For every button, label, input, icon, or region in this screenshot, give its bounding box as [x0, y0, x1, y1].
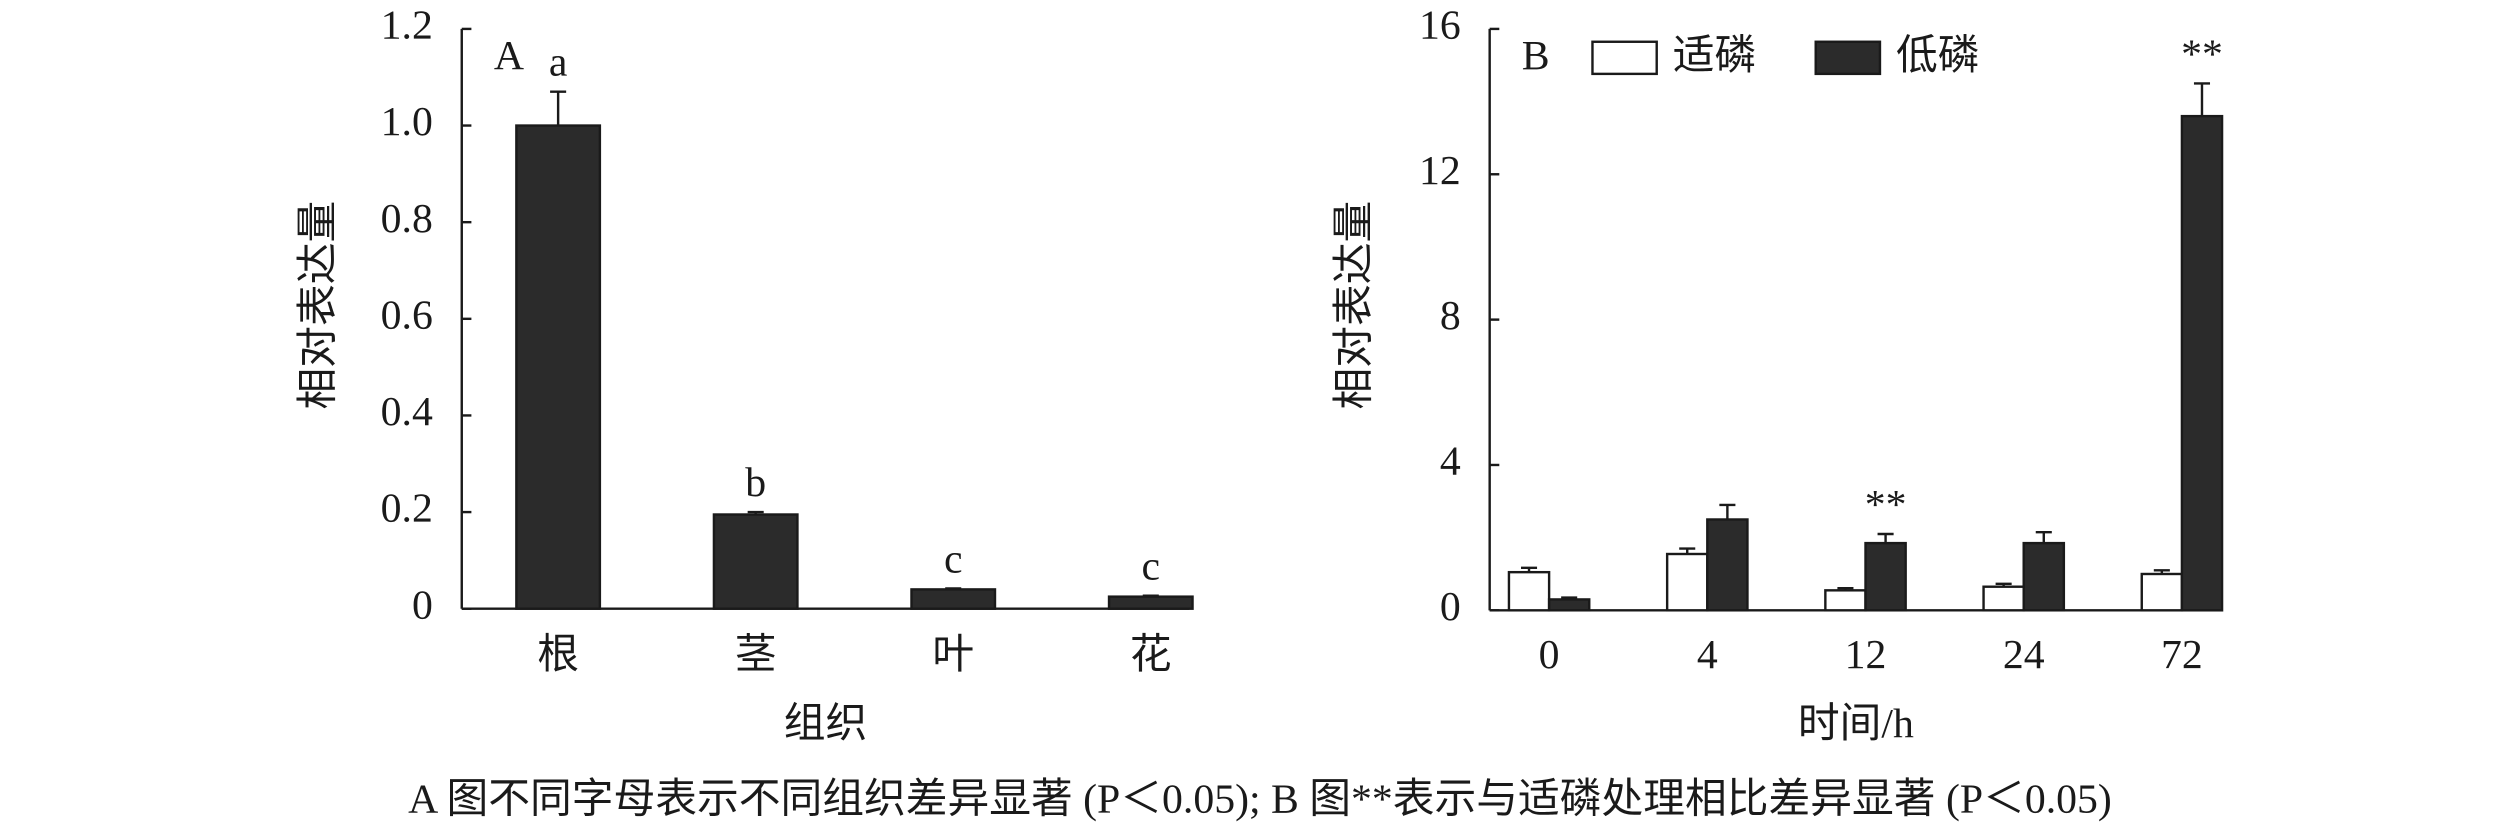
error-bar: [1837, 586, 1854, 591]
x-tick-label: 茎: [735, 632, 777, 678]
y-tick-label: 1.0: [381, 99, 433, 145]
significance-label: **: [2181, 31, 2223, 77]
bar: [1864, 541, 1907, 612]
x-axis-label: 组织: [784, 701, 868, 747]
error-bar: [1719, 503, 1736, 520]
bar: [1507, 570, 1551, 612]
x-tick-label: 72: [2161, 632, 2203, 678]
x-tick-label: 叶: [932, 632, 974, 678]
x-tick-label: 0: [1539, 632, 1560, 678]
x-tick-label: 根: [537, 632, 579, 678]
bar: [1982, 585, 2025, 612]
bar: [515, 124, 602, 610]
panel-label: B: [1522, 33, 1550, 79]
significance-label: b: [745, 460, 766, 506]
bar: [712, 513, 799, 610]
y-axis-label: 相对表达量: [296, 201, 342, 410]
bar: [910, 588, 997, 610]
x-tick-label: 花: [1130, 632, 1172, 678]
error-bar: [1995, 582, 2012, 587]
panel-label: A: [494, 33, 524, 79]
bar: [1706, 518, 1749, 612]
bar: [2022, 541, 2066, 612]
x-tick-label: 4: [1697, 632, 1718, 678]
error-bar: [1520, 566, 1538, 573]
bar: [1824, 589, 1867, 612]
significance-label: c: [1142, 544, 1161, 590]
error-bar: [2193, 82, 2211, 117]
bar: [1547, 598, 1591, 612]
y-tick-label: 8: [1440, 293, 1461, 339]
significance-label: c: [944, 536, 963, 582]
legend-swatch: [1591, 40, 1658, 76]
error-bar: [1561, 596, 1578, 600]
y-tick-label: 0: [412, 582, 433, 628]
y-axis-label: 相对表达量: [1332, 201, 1378, 410]
error-bar: [945, 587, 962, 590]
y-tick-label: 4: [1440, 439, 1461, 485]
y-tick-label: 12: [1419, 148, 1461, 194]
caption: A 图不同字母表示不同组织差异显著 (P＜0.05); B 图**表示与适磷处理…: [408, 777, 2112, 823]
y-tick-label: 0.4: [381, 389, 433, 435]
legend-label: 适磷: [1673, 33, 1756, 79]
error-bar: [2153, 569, 2170, 574]
bar: [1665, 552, 1709, 612]
x-axis-label: 时间/h: [1798, 701, 1914, 747]
x-tick-label: 24: [2003, 632, 2045, 678]
error-bar: [1679, 547, 1696, 555]
y-tick-label: 0: [1440, 584, 1461, 630]
error-bar: [2035, 530, 2052, 544]
bar: [2140, 572, 2184, 612]
bar: [1107, 595, 1194, 610]
y-tick-label: 0.2: [381, 486, 433, 532]
y-tick-label: 0.8: [381, 196, 433, 242]
significance-label: **: [1865, 482, 1907, 528]
legend-label: 低磷: [1896, 33, 1979, 79]
y-tick-label: 16: [1419, 2, 1461, 48]
y-tick-label: 0.6: [381, 292, 433, 338]
legend-swatch: [1814, 40, 1882, 76]
error-bar: [1877, 532, 1894, 544]
error-bar: [550, 90, 567, 126]
y-tick-label: 1.2: [381, 2, 433, 48]
x-tick-label: 12: [1845, 632, 1887, 678]
bar: [2180, 114, 2224, 612]
error-bar: [747, 510, 764, 515]
significance-label: a: [549, 40, 568, 86]
error-bar: [1142, 594, 1159, 597]
